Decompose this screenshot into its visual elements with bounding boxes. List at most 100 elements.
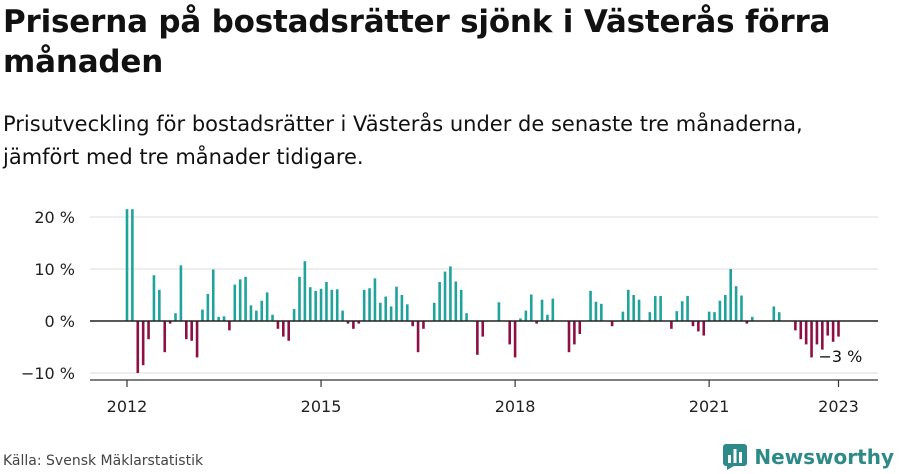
- bar: [271, 314, 274, 321]
- bar: [152, 275, 156, 321]
- bar: [201, 309, 204, 321]
- gridlines: [90, 216, 878, 374]
- bar: [158, 289, 161, 321]
- bar: [750, 316, 754, 321]
- bar: [282, 321, 285, 337]
- bar: [368, 288, 371, 321]
- bar: [405, 304, 409, 321]
- bar: [799, 321, 803, 340]
- bar: [729, 269, 732, 321]
- bar: [626, 289, 630, 321]
- bar: [810, 321, 813, 358]
- bar: [508, 321, 512, 345]
- bar: [519, 318, 522, 321]
- bar: [255, 310, 258, 321]
- bar: [184, 321, 188, 340]
- bar: [745, 321, 749, 324]
- bar: [443, 271, 447, 321]
- bar: [362, 289, 366, 321]
- y-tick-label: 20 %: [34, 208, 75, 227]
- bar: [573, 321, 576, 345]
- bar: [379, 302, 382, 321]
- bar: [400, 295, 404, 321]
- y-tick-label: 0 %: [45, 312, 75, 331]
- bar: [131, 209, 134, 321]
- bar: [481, 321, 485, 337]
- bar: [303, 261, 307, 321]
- brand-name: Newsworthy: [754, 445, 894, 469]
- bar: [637, 299, 641, 321]
- bar: [373, 278, 377, 321]
- bar: [325, 282, 328, 321]
- bar: [653, 296, 657, 321]
- bar: [529, 294, 533, 321]
- bar: [551, 298, 555, 321]
- data-label-last: −3 %: [819, 347, 863, 366]
- bar: [680, 301, 684, 321]
- tick-labels: 20 % 10 % 0 % −10 % 2012 2015 2018 2021 2023 −3 %: [21, 208, 862, 416]
- bar: [578, 321, 582, 334]
- x-tick-label: 2023: [818, 397, 859, 416]
- bar: [287, 321, 291, 341]
- bar: [411, 321, 414, 327]
- bar: [416, 321, 420, 353]
- bar: [821, 321, 824, 350]
- bar: [206, 293, 210, 321]
- source-note: Källa: Svensk Mäklarstatistik: [3, 453, 204, 469]
- bar: [335, 289, 339, 321]
- bar: [772, 306, 776, 321]
- bar: [352, 321, 355, 329]
- bar: [211, 269, 215, 321]
- bar: [141, 321, 145, 366]
- bar: [594, 301, 598, 321]
- bar: [314, 290, 317, 321]
- bar: [794, 321, 797, 331]
- bar: [600, 303, 603, 321]
- bar: [707, 311, 711, 321]
- bar-chart: 20 % 10 % 0 % −10 % 2012 2015 2018 2021 2023 −3 %: [21, 208, 878, 416]
- x-tick-label: 2018: [495, 397, 536, 416]
- x-tick-label: 2021: [689, 397, 730, 416]
- bar: [432, 302, 436, 321]
- bar: [395, 286, 398, 321]
- bar: [265, 292, 269, 321]
- bar: [389, 306, 393, 321]
- bar: [125, 209, 129, 321]
- bar: [804, 321, 808, 345]
- bar: [535, 321, 538, 324]
- bar: [610, 321, 614, 327]
- bar: [147, 321, 150, 340]
- bar: [422, 321, 425, 329]
- brand-logo[interactable]: Newsworthy: [723, 444, 894, 470]
- bar: [567, 321, 571, 353]
- bar: [163, 321, 167, 353]
- bar: [659, 296, 662, 321]
- bar: [826, 321, 830, 336]
- bar: [675, 311, 679, 321]
- bars: [125, 209, 840, 373]
- bar: [670, 321, 673, 329]
- bar: [319, 288, 323, 321]
- bar: [292, 309, 296, 321]
- bar: [697, 321, 700, 332]
- bar: [686, 296, 689, 321]
- bar: [190, 321, 193, 341]
- bar: [136, 321, 140, 373]
- bar: [740, 295, 743, 321]
- bar: [497, 302, 501, 321]
- bar: [524, 310, 528, 321]
- bar: [718, 300, 722, 321]
- bar: [777, 312, 781, 321]
- bar: [476, 321, 479, 355]
- bar: [648, 312, 652, 321]
- bar: [244, 276, 247, 321]
- bar: [449, 266, 452, 321]
- chart-subtitle: Prisutveckling för bostadsrätter i Väste…: [3, 112, 803, 169]
- bar: [815, 321, 819, 345]
- bar: [346, 321, 350, 324]
- bar: [228, 321, 231, 331]
- bar: [702, 321, 706, 336]
- y-tick-label: −10 %: [21, 364, 75, 383]
- bar: [298, 276, 301, 321]
- bar: [546, 314, 549, 321]
